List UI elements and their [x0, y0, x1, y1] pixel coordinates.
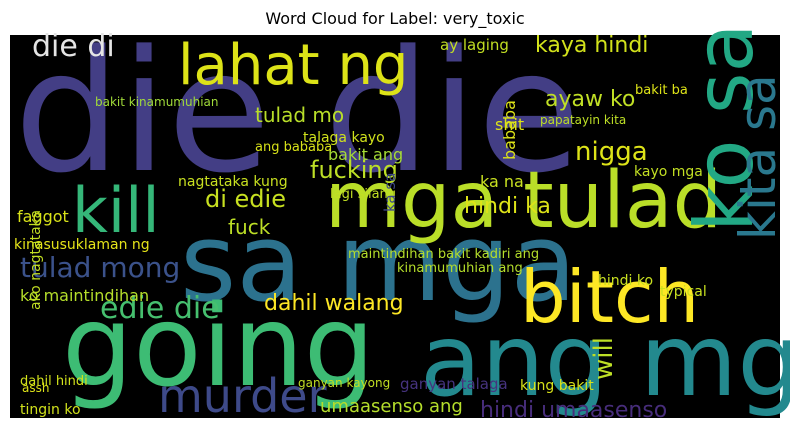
word: nagtataka kung	[178, 174, 288, 190]
word: fuck	[228, 215, 271, 239]
word: dahil walang	[264, 291, 404, 316]
word: tulad mong	[20, 251, 180, 284]
word: ka sa	[381, 173, 399, 212]
word: ayaw ko	[545, 87, 635, 112]
word: typical	[660, 284, 707, 300]
word: will	[589, 337, 619, 380]
word: umaasenso ang	[320, 396, 463, 417]
word: maintindihan bakit kadiri ang	[348, 247, 539, 262]
word: kinasusuklaman ng	[14, 237, 150, 253]
word: papatayin kita	[540, 113, 626, 127]
word: hindi ka	[464, 194, 551, 219]
word: nigga	[575, 137, 648, 167]
word: kinamumuhian ang	[397, 261, 523, 276]
word: tingin ko	[20, 402, 81, 418]
word: fucking	[310, 156, 398, 184]
word: bakit ba	[635, 83, 688, 98]
word: ang bababa	[255, 140, 332, 155]
word: lagi silang	[330, 187, 396, 202]
word: murder	[158, 369, 327, 423]
word: ganyan talaga	[400, 375, 508, 393]
word: ako nagtataka	[28, 210, 44, 310]
word: faggot	[17, 207, 69, 226]
word: bitch	[520, 255, 699, 339]
word: kung bakit	[520, 378, 594, 394]
word: ko maintindihan	[20, 286, 149, 305]
word: bababa	[500, 100, 519, 160]
word: die di	[32, 29, 115, 64]
word: kita sa	[729, 74, 787, 240]
word: ang mga	[420, 302, 790, 419]
word: talaga kayo	[303, 130, 385, 146]
word: mga tulad	[325, 156, 722, 246]
word: die die	[14, 14, 581, 210]
word: ka na	[480, 172, 524, 191]
word: dahil hindi	[20, 374, 88, 389]
word: ko sa	[678, 23, 771, 232]
word: ganyan kayong	[298, 376, 390, 390]
chart-title: Word Cloud for Label: very_toxic	[265, 9, 524, 29]
word: kaya hindi	[535, 33, 648, 58]
word: edie die	[100, 291, 220, 326]
word: shit	[495, 115, 524, 134]
word: bakit kinamumuhian	[95, 95, 219, 109]
word: di edie	[205, 185, 286, 213]
word: bakit ang	[328, 145, 403, 164]
word: tulad mo	[255, 103, 344, 127]
word: lahat ng	[178, 33, 408, 98]
word: going	[62, 282, 375, 412]
word: hindi ko	[598, 273, 653, 289]
cloud-background	[10, 35, 780, 418]
word: assh	[22, 381, 49, 395]
word: kill	[72, 174, 160, 247]
word: sa mga	[180, 201, 577, 326]
word: hindi umaasenso	[480, 398, 667, 423]
word: ay laging	[440, 36, 509, 54]
word: kayo mga	[634, 164, 703, 180]
